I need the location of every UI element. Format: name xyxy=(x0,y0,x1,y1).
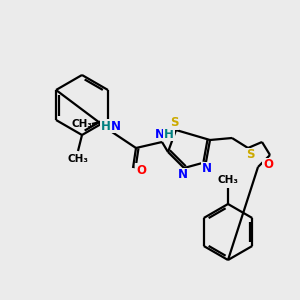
Text: CH₃: CH₃ xyxy=(68,154,88,164)
Text: S: S xyxy=(170,116,178,130)
Text: O: O xyxy=(263,158,273,172)
Text: CH₃: CH₃ xyxy=(218,175,239,185)
Text: H: H xyxy=(164,128,174,140)
Text: O: O xyxy=(136,164,146,176)
Text: S: S xyxy=(246,148,254,161)
Text: H: H xyxy=(101,119,111,133)
Text: N: N xyxy=(178,169,188,182)
Text: N: N xyxy=(202,163,212,176)
Text: N: N xyxy=(111,119,121,133)
Text: N: N xyxy=(155,128,165,140)
Text: CH₃: CH₃ xyxy=(71,119,92,129)
